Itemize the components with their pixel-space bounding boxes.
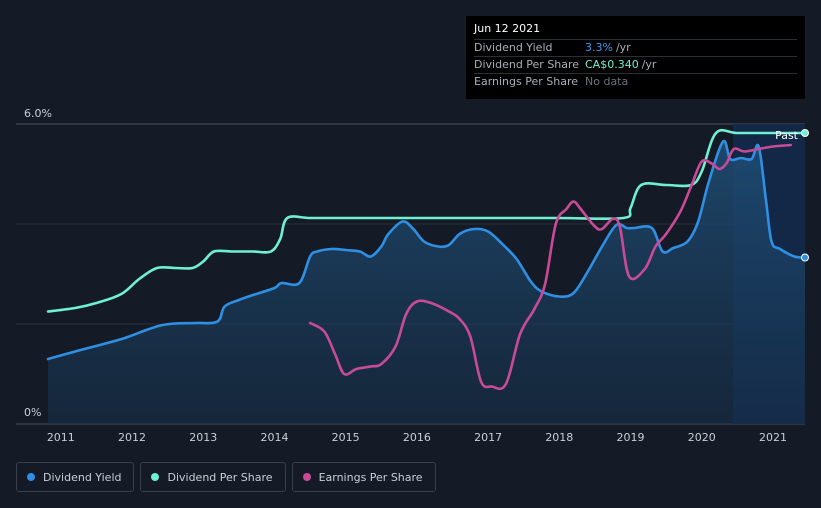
legend-label: Dividend Yield xyxy=(43,470,122,484)
tooltip: Jun 12 2021 Dividend Yield 3.3% /yr Divi… xyxy=(466,16,805,99)
tooltip-date: Jun 12 2021 xyxy=(474,22,541,35)
x-tick-label: 2017 xyxy=(474,431,502,444)
tooltip-row-dividend-yield: Dividend Yield 3.3% /yr xyxy=(474,39,797,56)
tooltip-value: CA$0.340 xyxy=(585,58,639,71)
past-label: Past xyxy=(775,129,799,142)
x-tick-label: 2016 xyxy=(403,431,431,444)
tooltip-row-earnings-per-share: Earnings Per Share No data xyxy=(474,73,797,90)
x-tick-label: 2020 xyxy=(688,431,716,444)
legend-label: Dividend Per Share xyxy=(167,470,273,484)
legend-dot-icon xyxy=(302,473,311,481)
tooltip-row-dividend-per-share: Dividend Per Share CA$0.340 /yr xyxy=(474,56,797,73)
tooltip-unit: /yr xyxy=(641,58,657,71)
dividend-yield-end-dot xyxy=(801,253,809,262)
legend-item-earnings-per-share[interactable]: Earnings Per Share xyxy=(291,462,436,492)
y-tick-label: 0% xyxy=(24,406,41,419)
x-tick-label: 2013 xyxy=(189,431,217,444)
tooltip-label: Earnings Per Share xyxy=(474,75,579,88)
dividend-yield-line xyxy=(46,139,807,361)
legend-item-dividend-per-share[interactable]: Dividend Per Share xyxy=(140,462,286,492)
y-tick-label: 6.0% xyxy=(24,107,52,120)
legend: Dividend Yield Dividend Per Share Earnin… xyxy=(16,462,436,492)
tooltip-value: 3.3% xyxy=(585,41,613,54)
legend-label: Earnings Per Share xyxy=(318,470,423,484)
legend-dot-icon xyxy=(27,473,35,481)
legend-item-dividend-yield[interactable]: Dividend Yield xyxy=(16,462,135,492)
x-tick-label: 2014 xyxy=(260,431,288,444)
tooltip-label: Dividend Per Share xyxy=(474,58,580,71)
dividend-yield-area xyxy=(48,140,805,424)
x-tick-label: 2018 xyxy=(545,431,573,444)
tooltip-unit: /yr xyxy=(615,41,631,54)
x-tick-label: 2012 xyxy=(118,431,146,444)
legend-dot-icon xyxy=(151,473,160,481)
x-tick-label: 2021 xyxy=(759,431,787,444)
x-tick-label: 2019 xyxy=(617,431,645,444)
x-tick-label: 2011 xyxy=(47,431,75,444)
earnings-per-share-line xyxy=(308,143,793,391)
x-tick-label: 2015 xyxy=(332,431,360,444)
tooltip-label: Dividend Yield xyxy=(474,41,553,54)
tooltip-value: No data xyxy=(585,75,629,88)
dividend-per-share-end-dot xyxy=(801,129,809,137)
